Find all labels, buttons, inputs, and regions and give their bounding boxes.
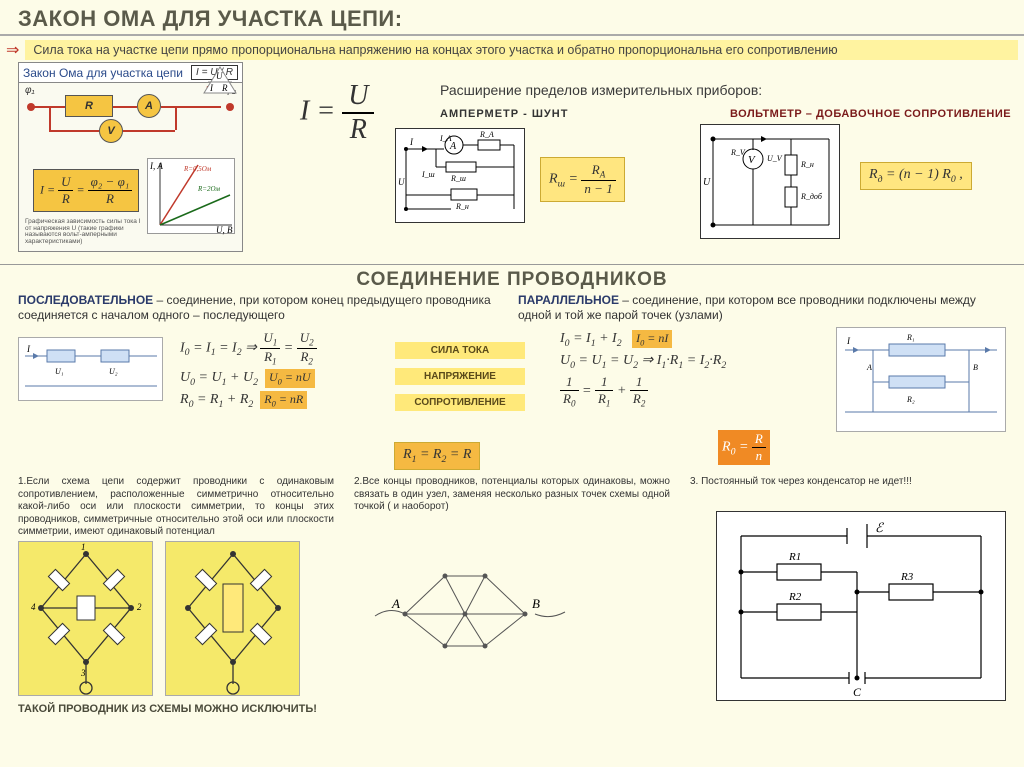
svg-text:R_доб: R_доб [800, 192, 823, 201]
bridge-diagram-1: 1 4 2 3 [18, 541, 153, 696]
add-resistance-formula: Rд = (n − 1) R0 , [860, 162, 972, 190]
quantity-tags: СИЛА ТОКА НАПРЯЖЕНИЕ СОПРОТИВЛЕНИЕ [395, 333, 525, 420]
arrow-icon: ⇒ [6, 40, 19, 60]
svg-text:V: V [748, 154, 756, 166]
connection-definitions: ПОСЛЕДОВАТЕЛЬНОЕ – соединение, при котор… [0, 293, 1024, 327]
ammeter-label: АМПЕРМЕТР - ШУНТ [440, 108, 568, 120]
tag-current: СИЛА ТОКА [395, 342, 525, 359]
parallel-circuit-img: I A B R₁ R₂ [836, 327, 1006, 432]
voltmeter-schematic: U V R_V U_V R_н R_доб [700, 124, 840, 239]
shunt-formula: Rш = RAn − 1 [540, 157, 625, 202]
svg-text:R: R [221, 83, 228, 93]
svg-text:R_V: R_V [730, 148, 746, 157]
statement-row: ⇒ Сила тока на участке цепи прямо пропор… [0, 38, 1024, 62]
svg-text:3: 3 [80, 668, 86, 678]
ammeter-icon: A [137, 94, 161, 118]
graph-caption: Графическая зависимость силы тока I от н… [25, 219, 143, 245]
parallel-rn-formula: R0 = Rn [718, 430, 770, 465]
svg-text:U: U [703, 177, 711, 188]
law-statement: Сила тока на участке цепи прямо пропорци… [25, 40, 1018, 60]
formulas-row: I U₁ U₂ I0 = I1 = I2 ⇒ U1R1 = U2R2 U0 = … [0, 327, 1024, 472]
svg-text:I: I [409, 137, 414, 147]
series-formulas: I0 = I1 = I2 ⇒ U1R1 = U2R2 U0 = U1 + U2 … [180, 327, 370, 413]
svg-text:4: 4 [31, 602, 36, 612]
svg-text:2: 2 [137, 602, 142, 612]
series-definition: ПОСЛЕДОВАТЕЛЬНОЕ – соединение, при котор… [18, 293, 506, 323]
network-diagram: A B [370, 546, 570, 666]
svg-text:I, A: I, A [149, 161, 163, 171]
parallel-formulas: I0 = I1 + I2 I0 = nI U0 = U1 = U2 ⇒ I1·R… [560, 327, 790, 411]
svg-text:R_н: R_н [800, 160, 814, 169]
svg-text:ℰ: ℰ [875, 520, 884, 535]
svg-text:R=0,5Ом: R=0,5Ом [183, 165, 212, 173]
svg-text:U₁: U₁ [55, 367, 64, 376]
svg-text:R₂: R₂ [906, 395, 915, 404]
svg-text:I: I [26, 344, 31, 354]
tag-resistance: СОПРОТИВЛЕНИЕ [395, 394, 525, 411]
svg-text:U_V: U_V [767, 154, 783, 163]
tag-voltage: НАПРЯЖЕНИЕ [395, 368, 525, 385]
svg-text:I: I [846, 336, 851, 346]
svg-text:R3: R3 [900, 571, 914, 583]
note-2: 2.Все концы проводников, потенциалы кото… [354, 476, 670, 539]
page-title: ЗАКОН ОМА ДЛЯ УЧАСТКА ЦЕПИ: [0, 0, 1024, 36]
top-block: Закон Ома для участка цепи I = U / R R A… [0, 62, 1024, 262]
iv-graph: I, A U, В R=0,5Ом R=2Ом [147, 158, 235, 234]
svg-text:R_A: R_A [479, 130, 494, 139]
series-circuit-img: I U₁ U₂ [18, 337, 163, 401]
svg-text:U: U [398, 177, 405, 187]
svg-text:B: B [973, 363, 978, 372]
ohm-circuit: R A V φ₁ I φ₂ [25, 87, 236, 142]
capacitor-circuit: ℰ C R1 R2 R3 [716, 511, 1006, 701]
node-a-label: A [391, 596, 400, 611]
extension-header: Расширение пределов измерительных прибор… [440, 82, 762, 98]
section-connections: СОЕДИНЕНИЕ ПРОВОДНИКОВ [0, 264, 1024, 293]
triangle-icon: U I R [202, 65, 238, 95]
svg-text:R_н: R_н [455, 202, 469, 211]
ohm-subtitle: Закон Ома для участка цепи [23, 66, 183, 80]
svg-text:R2: R2 [788, 591, 802, 603]
equal-r-formula: R1 = R2 = R [394, 442, 480, 470]
svg-text:R₁: R₁ [906, 333, 915, 342]
svg-text:I_A: I_A [439, 134, 452, 143]
svg-text:R_ш: R_ш [450, 174, 466, 183]
voltmeter-label: ВОЛЬТМЕТР – ДОБАВОЧНОЕ СОПРОТИВЛЕНИЕ [730, 108, 1011, 120]
ohm-diagram-card: Закон Ома для участка цепи I = U / R R A… [18, 62, 243, 252]
bridge-diagram-2 [165, 541, 300, 696]
exclude-note: ТАКОЙ ПРОВОДНИК ИЗ СХЕМЫ МОЖНО ИСКЛЮЧИТЬ… [18, 703, 317, 715]
svg-text:A: A [866, 363, 872, 372]
svg-text:U: U [216, 71, 223, 81]
svg-text:R1: R1 [788, 551, 801, 563]
ammeter-schematic: A R_A R_ш R_н I I_A I_ш U [395, 128, 525, 223]
parallel-definition: ПАРАЛЛЕЛЬНОЕ – соединение, при котором в… [518, 293, 1006, 323]
svg-text:I_ш: I_ш [421, 170, 435, 179]
svg-text:U₂: U₂ [109, 367, 118, 376]
note-1: 1.Если схема цепи содержит проводники с … [18, 476, 334, 539]
svg-text:U, В: U, В [216, 225, 233, 235]
resistor-label: R [65, 95, 113, 117]
ohm-formula-box: I = UR = φ₂ − φ₁R [33, 169, 139, 212]
node-b-label: B [532, 596, 540, 611]
svg-text:1: 1 [81, 542, 86, 552]
voltmeter-icon: V [99, 119, 123, 143]
bottom-diagrams: 1 4 2 3 [0, 541, 1024, 716]
main-formula: I = UR [300, 80, 374, 146]
svg-text:R=2Ом: R=2Ом [197, 185, 221, 193]
svg-text:C: C [853, 685, 862, 699]
